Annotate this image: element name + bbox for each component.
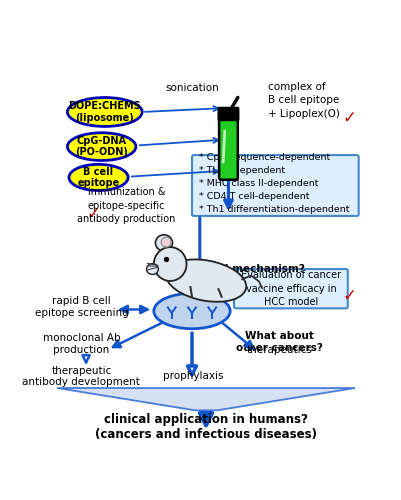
Ellipse shape bbox=[154, 247, 186, 281]
Text: What about
other cancers?: What about other cancers? bbox=[235, 331, 322, 352]
Text: complex of
B cell epitope
+ Lipoplex(O): complex of B cell epitope + Lipoplex(O) bbox=[267, 82, 339, 118]
Text: ✓: ✓ bbox=[87, 205, 101, 223]
FancyBboxPatch shape bbox=[192, 155, 358, 216]
Text: CpG-DNA
(PO-ODN): CpG-DNA (PO-ODN) bbox=[75, 136, 128, 158]
Text: Evaluation of cancer
vaccine efficacy in
HCC model: Evaluation of cancer vaccine efficacy in… bbox=[240, 270, 340, 307]
Text: ✓: ✓ bbox=[342, 109, 355, 126]
Ellipse shape bbox=[69, 164, 128, 190]
Text: therapeutics: therapeutics bbox=[246, 344, 312, 354]
Text: monoclonal Ab
production: monoclonal Ab production bbox=[43, 334, 120, 355]
FancyBboxPatch shape bbox=[218, 108, 238, 120]
Text: rapid B cell
epitope screening: rapid B cell epitope screening bbox=[34, 296, 128, 318]
Text: prophylaxis: prophylaxis bbox=[163, 372, 223, 382]
Text: clinical application in humans?
(cancers and infectious diseases): clinical application in humans? (cancers… bbox=[95, 412, 316, 440]
Text: B cell
epitope: B cell epitope bbox=[77, 166, 119, 188]
Ellipse shape bbox=[161, 237, 171, 247]
Ellipse shape bbox=[67, 98, 142, 126]
Polygon shape bbox=[57, 388, 354, 410]
Text: DOPE:CHEMS
(liposome): DOPE:CHEMS (liposome) bbox=[68, 101, 141, 123]
Ellipse shape bbox=[155, 235, 172, 251]
Ellipse shape bbox=[166, 260, 245, 302]
Text: therapeutic
antibody development: therapeutic antibody development bbox=[22, 366, 140, 388]
Text: Novel mechanism?: Novel mechanism? bbox=[194, 264, 304, 274]
Text: immunization &
epitope-specific
antibody production: immunization & epitope-specific antibody… bbox=[77, 188, 175, 224]
Ellipse shape bbox=[146, 264, 158, 274]
FancyBboxPatch shape bbox=[233, 269, 347, 308]
FancyBboxPatch shape bbox=[219, 115, 237, 180]
Text: ✓: ✓ bbox=[342, 286, 355, 304]
Ellipse shape bbox=[67, 133, 136, 160]
Text: * CpG sequence-dependent
* TLR9-dependent
* MHC class II-dependent
* CD4 T cell-: * CpG sequence-dependent * TLR9-dependen… bbox=[198, 154, 349, 214]
Text: sonication: sonication bbox=[165, 82, 218, 92]
Ellipse shape bbox=[154, 294, 230, 328]
